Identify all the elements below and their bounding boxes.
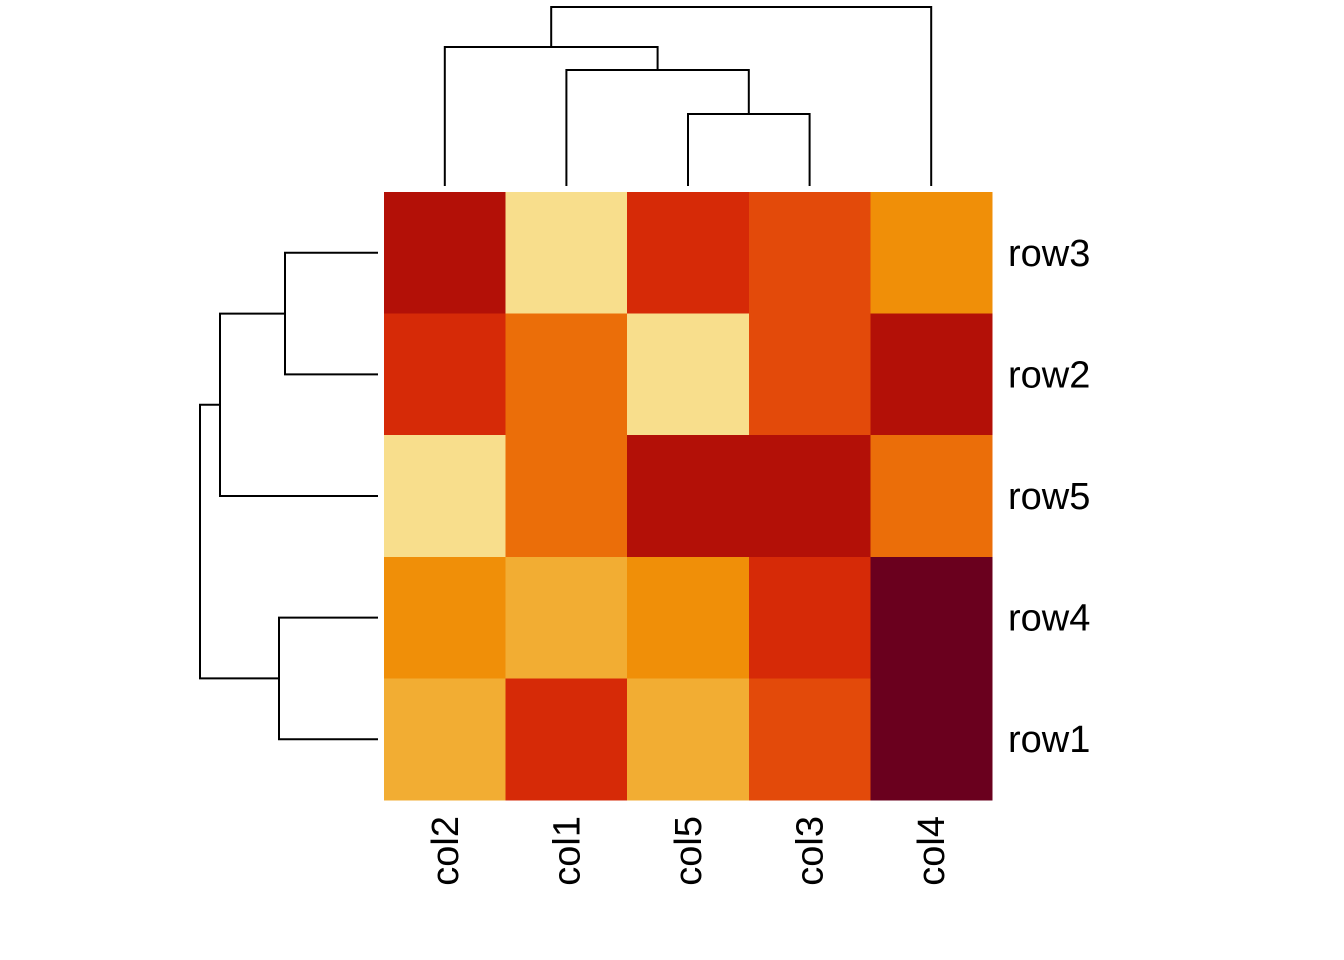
column-label-col5: col5 bbox=[668, 816, 710, 886]
row-label-row2: row2 bbox=[1008, 354, 1090, 396]
heatmap-cell-row4-col4 bbox=[870, 556, 993, 679]
column-label-col4: col4 bbox=[911, 816, 953, 886]
row-label-row3: row3 bbox=[1008, 233, 1090, 275]
heatmap-cell-row5-col5 bbox=[627, 435, 750, 558]
heatmap-cell-row1-col3 bbox=[748, 678, 871, 801]
column-dendrogram-link bbox=[550, 6, 933, 186]
heatmap-cell-row2-col4 bbox=[870, 313, 993, 436]
column-labels: col2 col1 col5 col3 col4 bbox=[425, 816, 953, 886]
heatmap-cell-row5-col1 bbox=[505, 435, 628, 558]
heatmap-cell-row4-col3 bbox=[748, 556, 871, 679]
heatmap-cell-row3-col1 bbox=[505, 192, 628, 315]
heatmap-cell-row2-col5 bbox=[627, 313, 750, 436]
heatmap-cell-row5-col4 bbox=[870, 435, 993, 558]
heatmap-cell-row3-col5 bbox=[627, 192, 750, 315]
row-dendrogram bbox=[199, 251, 378, 741]
heatmap-cell-row4-col5 bbox=[627, 556, 750, 679]
column-label-col2: col2 bbox=[425, 816, 467, 886]
heatmap-cell-row1-col2 bbox=[384, 678, 507, 801]
row-label-row5: row5 bbox=[1008, 476, 1090, 518]
heatmap-cell-row2-col1 bbox=[505, 313, 628, 436]
row-labels: row3 row2 row5 row4 row1 bbox=[1008, 233, 1090, 761]
heatmap-cell-row1-col1 bbox=[505, 678, 628, 801]
heatmap-cell-row1-col4 bbox=[870, 678, 993, 801]
heatmap-cell-row1-col5 bbox=[627, 678, 750, 801]
heatmap-cell-row3-col2 bbox=[384, 192, 507, 315]
row-label-row4: row4 bbox=[1008, 598, 1090, 640]
column-label-col3: col3 bbox=[790, 816, 832, 886]
row-label-row1: row1 bbox=[1008, 719, 1090, 761]
heatmap-cell-row3-col3 bbox=[748, 192, 871, 315]
heatmap-cell-row2-col3 bbox=[748, 313, 871, 436]
heatmap-cell-row3-col4 bbox=[870, 192, 993, 315]
row-dendrogram-link bbox=[199, 403, 279, 680]
heatmap-cell-row4-col2 bbox=[384, 556, 507, 679]
heatmap-cell-row5-col2 bbox=[384, 435, 507, 558]
heatmap-cell-row5-col3 bbox=[748, 435, 871, 558]
column-dendrogram bbox=[443, 6, 933, 186]
heatmap-cells bbox=[384, 192, 993, 801]
column-label-col1: col1 bbox=[546, 816, 588, 886]
heatmap-cell-row4-col1 bbox=[505, 556, 628, 679]
heatmap-cell-row2-col2 bbox=[384, 313, 507, 436]
